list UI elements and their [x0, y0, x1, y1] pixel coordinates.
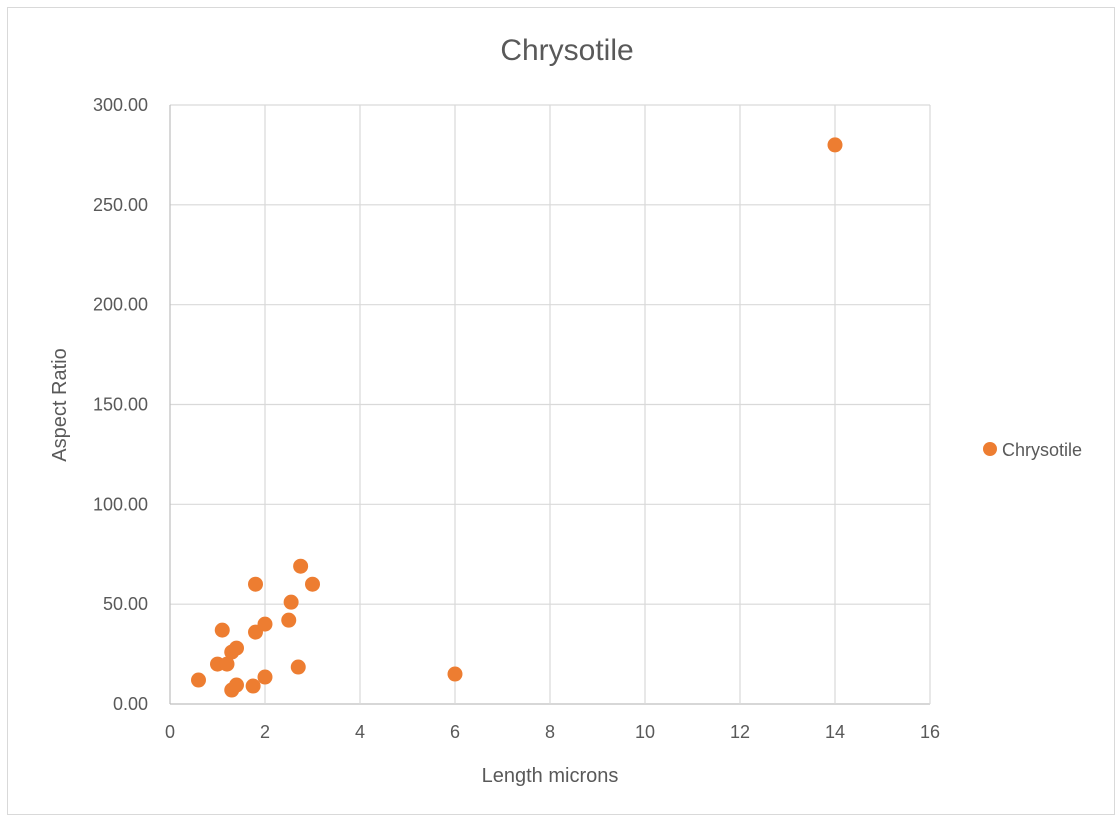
- data-point: [293, 558, 309, 574]
- x-axis-tick-labels: 0 2 4 6 8 10 12 14 16: [165, 722, 940, 742]
- x-tick-label: 2: [260, 722, 270, 742]
- y-tick-label: 300.00: [93, 95, 148, 115]
- data-point: [245, 678, 261, 694]
- data-point: [248, 576, 263, 592]
- y-tick-label: 50.00: [103, 594, 148, 614]
- data-point: [229, 640, 244, 656]
- data-point: [257, 616, 273, 632]
- data-point: [827, 137, 843, 153]
- y-tick-label: 100.00: [93, 494, 148, 514]
- y-tick-label: 250.00: [93, 195, 148, 215]
- data-point: [214, 622, 230, 638]
- data-point: [219, 656, 235, 672]
- data-point: [283, 594, 299, 610]
- data-point: [290, 659, 306, 675]
- data-point: [257, 669, 273, 685]
- y-tick-label: 0.00: [113, 694, 148, 714]
- data-point: [305, 576, 320, 592]
- x-tick-label: 10: [635, 722, 655, 742]
- x-tick-label: 8: [545, 722, 555, 742]
- x-axis-title: Length microns: [482, 765, 619, 787]
- legend: Chrysotile: [983, 440, 1082, 460]
- legend-label: Chrysotile: [1002, 440, 1082, 460]
- x-tick-label: 4: [355, 722, 365, 742]
- chart-title: Chrysotile: [500, 34, 633, 67]
- y-axis-tick-labels: 0.00 50.00 100.00 150.00 200.00 250.00 300.00: [93, 95, 148, 714]
- x-tick-label: 6: [450, 722, 460, 742]
- data-points: [191, 137, 843, 698]
- y-tick-label: 150.00: [93, 395, 148, 415]
- data-point: [191, 672, 206, 688]
- y-tick-label: 200.00: [93, 295, 148, 315]
- data-point: [281, 612, 297, 628]
- x-tick-label: 0: [165, 722, 175, 742]
- x-tick-label: 16: [920, 722, 940, 742]
- x-tick-label: 14: [825, 722, 845, 742]
- data-point: [447, 666, 463, 682]
- y-axis-title: Aspect Ratio: [49, 348, 71, 461]
- grid-lines: [169, 104, 931, 705]
- legend-marker: [983, 442, 997, 456]
- data-point: [229, 677, 244, 693]
- x-tick-label: 12: [730, 722, 750, 742]
